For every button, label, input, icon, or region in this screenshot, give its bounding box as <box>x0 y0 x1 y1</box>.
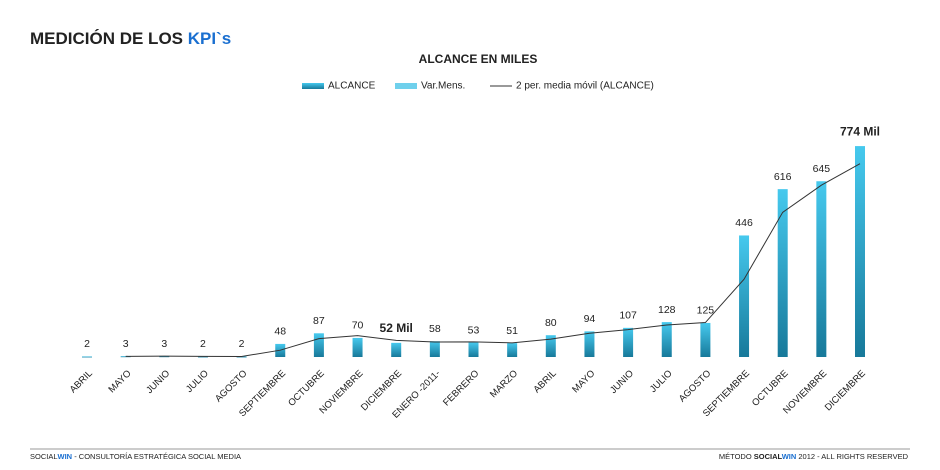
data-label: 94 <box>584 313 596 325</box>
data-label: 107 <box>619 310 637 322</box>
data-label: 774 Mil <box>840 124 880 138</box>
footer-left: SOCIALWIN - CONSULTORÍA ESTRATÉGICA SOCI… <box>30 452 241 461</box>
data-label: 48 <box>274 326 286 338</box>
data-label: 53 <box>468 324 480 336</box>
legend-label: 2 per. media móvil (ALCANCE) <box>516 81 654 92</box>
x-tick-label: JUNIO <box>144 368 172 396</box>
bar <box>739 235 750 357</box>
x-tick-label: AGOSTO <box>213 368 249 404</box>
x-tick-label: ABRIL <box>68 368 95 395</box>
bar <box>584 331 595 357</box>
footer-right: MÉTODO SOCIALWIN 2012 - ALL RIGHTS RESER… <box>719 452 909 461</box>
legend-label: Var.Mens. <box>421 81 465 92</box>
data-label: 80 <box>545 317 557 329</box>
x-tick-label: FEBRERO <box>441 368 481 408</box>
bar <box>391 342 402 357</box>
bar <box>120 356 131 358</box>
x-tick-label: JUNIO <box>608 368 636 396</box>
footer-text: - CONSULTORÍA ESTRATÉGICA SOCIAL MEDIA <box>72 452 241 461</box>
x-tick-label: MARZO <box>488 368 520 400</box>
data-label: 2 <box>200 338 206 350</box>
footer-text: 2012 - ALL RIGHTS RESERVED <box>796 452 908 461</box>
bar <box>429 341 440 357</box>
x-tick-label: DICIEMBRE <box>823 368 868 413</box>
data-label: 446 <box>735 217 753 229</box>
brand: WIN <box>58 452 73 461</box>
bar <box>855 146 865 357</box>
x-tick-label: ABRIL <box>531 368 558 395</box>
x-tick-label: AGOSTO <box>677 368 713 404</box>
data-label: 58 <box>429 323 441 335</box>
brand: SOCIAL <box>754 452 783 461</box>
bar <box>197 356 208 358</box>
data-label: 2 <box>84 338 90 350</box>
bar <box>507 343 518 357</box>
brand: WIN <box>782 452 797 461</box>
data-label: 87 <box>313 315 325 327</box>
data-label: 3 <box>161 338 167 350</box>
bar <box>313 333 324 357</box>
data-label: 70 <box>352 320 364 332</box>
footer-text: MÉTODO <box>719 452 754 461</box>
x-tick-label: MAYO <box>570 368 597 395</box>
data-label: 645 <box>813 163 831 175</box>
data-label: 2 <box>239 338 245 350</box>
data-label: 52 Mil <box>380 321 413 335</box>
legend-swatch <box>302 83 324 89</box>
bar <box>352 337 363 357</box>
title-highlight: KPI`s <box>188 29 231 48</box>
bar <box>816 181 827 357</box>
x-tick-label: JULIO <box>184 368 211 395</box>
data-label: 125 <box>697 305 715 317</box>
bar <box>468 342 479 357</box>
bar <box>82 356 92 358</box>
legend-swatch <box>395 83 417 89</box>
data-label: 128 <box>658 304 676 316</box>
data-label: 51 <box>506 325 518 337</box>
legend: ALCANCE Var.Mens. 2 per. media móvil (ALCA… <box>302 81 654 92</box>
moving-average-line <box>125 163 861 357</box>
page-title: MEDICIÓN DE LOS KPI`s <box>30 29 231 48</box>
bar <box>545 335 556 357</box>
x-tick-label: JULIO <box>648 368 675 395</box>
x-tick-label: OCTUBRE <box>286 368 327 409</box>
x-tick-label: MAYO <box>106 368 133 395</box>
chart-title: ALCANCE EN MILES <box>419 52 538 66</box>
bar <box>700 322 711 357</box>
data-label: 3 <box>123 338 129 350</box>
bar <box>661 322 672 357</box>
legend-label: ALCANCE <box>328 81 376 92</box>
bar <box>777 189 788 357</box>
data-label: 616 <box>774 171 792 183</box>
x-tick-label: OCTUBRE <box>750 368 791 409</box>
brand: SOCIAL <box>30 452 58 461</box>
bar <box>623 327 634 357</box>
title-text: MEDICIÓN DE LOS <box>30 29 188 48</box>
